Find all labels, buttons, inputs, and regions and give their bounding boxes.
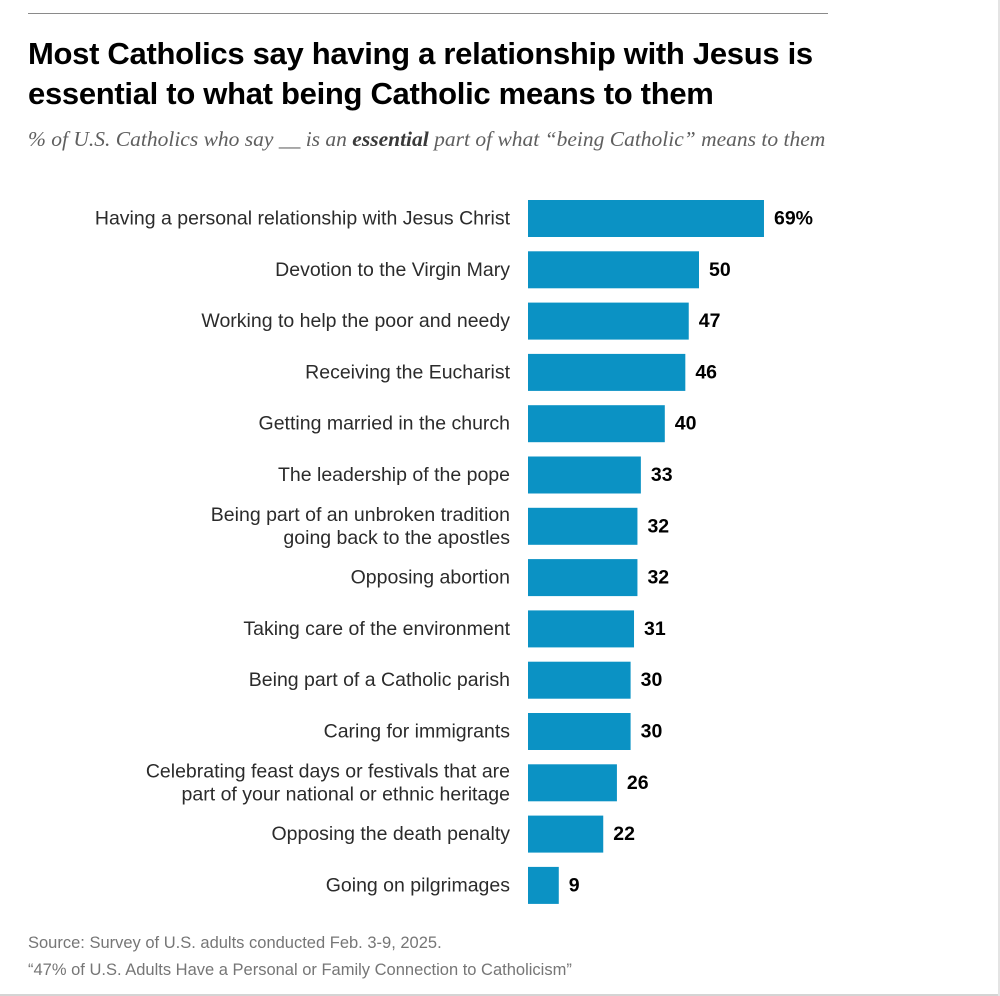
category-label: Being part of a Catholic parish — [249, 669, 510, 691]
bar — [528, 815, 604, 853]
bar — [528, 866, 559, 904]
value-label: 26 — [627, 772, 649, 794]
value-label: 32 — [647, 567, 669, 589]
bar-chart: 69% Having a personal relationship with J… — [95, 200, 813, 904]
bar — [528, 713, 631, 750]
category-label: Taking care of the environment — [243, 618, 510, 640]
chart-title: Most Catholics say having a relationship… — [28, 36, 813, 111]
category-label: Receiving the Eucharist — [305, 361, 510, 383]
category-label: Getting married in the church — [259, 413, 510, 435]
category-label: Opposing the death penalty — [271, 823, 510, 845]
category-label: Working to help the poor and needy — [201, 310, 510, 332]
subtitle-tail: part of what “being Catholic” means to t… — [428, 127, 826, 151]
bar — [528, 251, 699, 289]
right-rule — [998, 0, 1000, 996]
bar — [528, 764, 617, 802]
value-label: 47 — [699, 310, 721, 332]
bar — [528, 456, 641, 494]
top-rule — [28, 13, 828, 14]
subtitle-emphasis: essential — [352, 127, 429, 151]
value-label: 31 — [644, 618, 666, 640]
bar — [528, 507, 638, 545]
category-label: part of your national or ethnic heritage — [182, 783, 510, 805]
value-label: 30 — [641, 669, 663, 691]
bar — [528, 559, 638, 597]
bar — [528, 353, 686, 391]
source-note: Source: Survey of U.S. adults conducted … — [28, 934, 442, 952]
value-label: 46 — [695, 361, 717, 383]
report-title: “47% of U.S. Adults Have a Personal or F… — [28, 961, 572, 979]
value-label: 33 — [651, 464, 673, 486]
category-label: Having a personal relationship with Jesu… — [95, 208, 511, 230]
category-label: Opposing abortion — [351, 567, 510, 589]
value-label: 9 — [569, 874, 580, 896]
category-label: Devotion to the Virgin Mary — [275, 259, 510, 281]
value-label: 32 — [647, 515, 669, 537]
bottom-rule — [0, 994, 1000, 996]
value-label: 69% — [774, 208, 813, 230]
footer: Source: Survey of U.S. adults conducted … — [28, 930, 928, 984]
bar — [528, 610, 635, 648]
chart-subtitle: % of U.S. Catholics who say __ is an ess… — [28, 124, 858, 154]
bar — [528, 302, 689, 340]
category-label: Caring for immigrants — [324, 721, 511, 743]
value-label: 22 — [613, 823, 635, 845]
value-label: 30 — [641, 721, 663, 743]
category-label: Celebrating feast days or festivals that… — [146, 760, 510, 782]
category-label: Going on pilgrimages — [326, 874, 511, 896]
bar — [528, 200, 764, 237]
subtitle-lead: % of U.S. Catholics who say __ is an — [28, 127, 353, 151]
category-label: The leadership of the pope — [278, 464, 510, 486]
value-label: 50 — [709, 259, 731, 281]
bar — [528, 661, 631, 699]
category-label: Being part of an unbroken tradition — [211, 504, 510, 526]
bar — [528, 405, 665, 443]
value-label: 40 — [675, 413, 697, 435]
category-label: going back to the apostles — [283, 527, 510, 549]
